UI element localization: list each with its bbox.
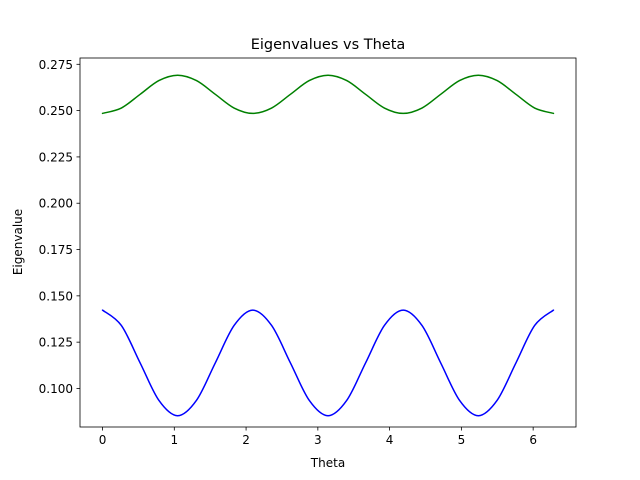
x-axis: 0 1 2 3 4 5 6: [99, 427, 537, 447]
y-tick-label: 0.225: [39, 150, 73, 164]
x-tick-label: 5: [458, 433, 466, 447]
x-tick-label: 1: [170, 433, 178, 447]
x-tick-label: 3: [314, 433, 322, 447]
x-tick-label: 0: [99, 433, 107, 447]
x-tick-label: 4: [386, 433, 394, 447]
x-axis-label: Theta: [310, 456, 345, 470]
y-tick-label: 0.250: [39, 104, 73, 118]
x-tick-label: 2: [242, 433, 250, 447]
axes-frame: [79, 57, 577, 428]
series-line-2: [101, 309, 555, 417]
y-axis: 0.100 0.125 0.150 0.175 0.200 0.225 0.250 0.275: [39, 58, 80, 396]
y-tick-label: 0.275: [39, 58, 73, 72]
y-tick-label: 0.175: [39, 243, 73, 257]
y-tick-label: 0.125: [39, 336, 73, 350]
y-axis-label: Eigenvalue: [11, 209, 25, 275]
series-line-1: [101, 74, 555, 115]
chart-title: Eigenvalues vs Theta: [251, 37, 406, 53]
y-tick-label: 0.200: [39, 197, 73, 211]
x-tick-label: 6: [529, 433, 537, 447]
y-tick-label: 0.150: [39, 289, 73, 303]
y-tick-label: 0.100: [39, 382, 73, 396]
series-layer: [101, 74, 555, 417]
